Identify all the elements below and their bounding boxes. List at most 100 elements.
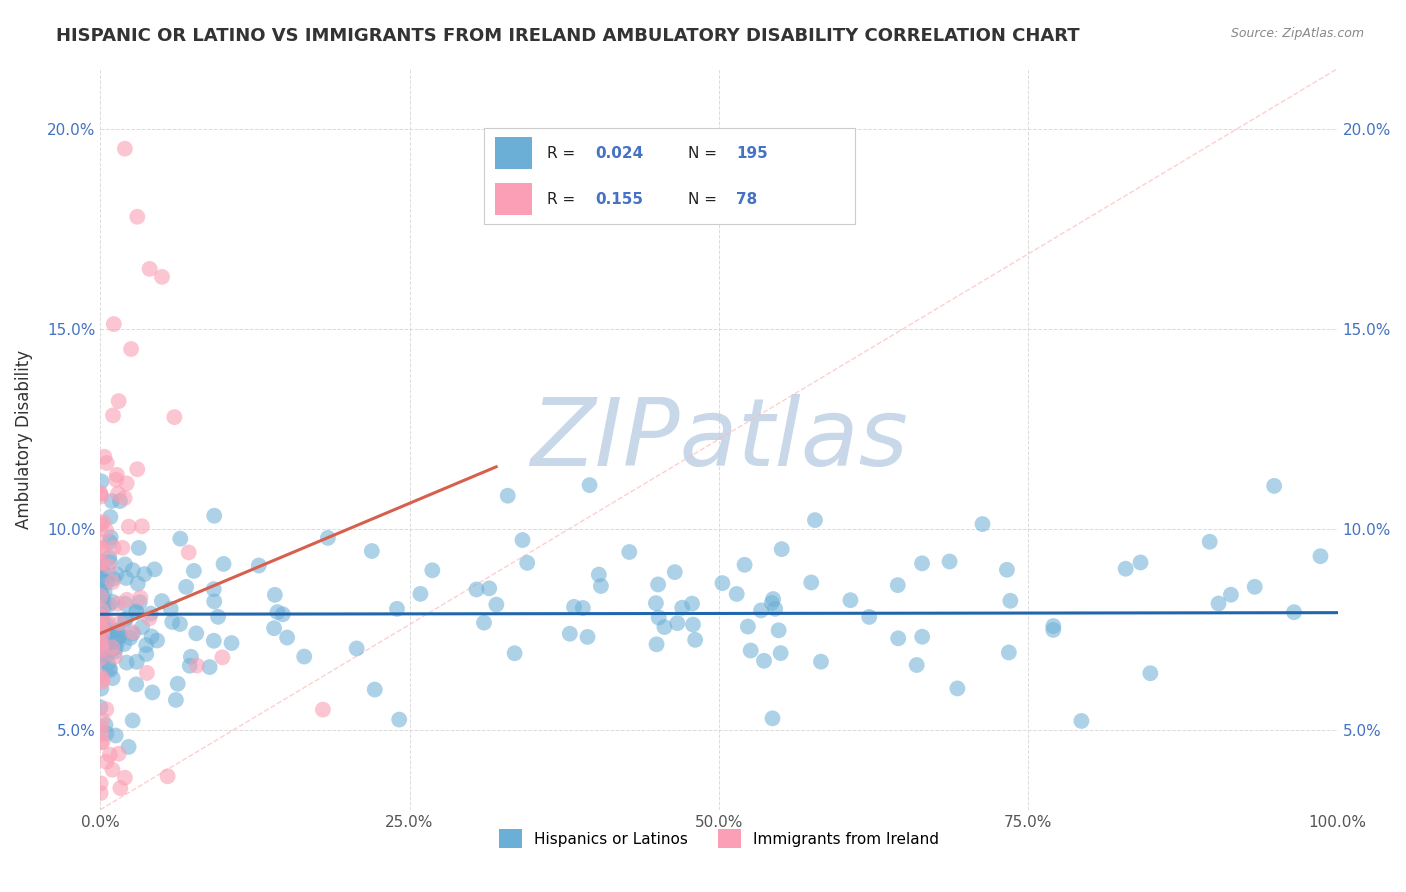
Point	[887, 578, 910, 592]
Point	[90, 607, 112, 621]
Point	[90, 726, 112, 740]
Point	[135, 638, 157, 652]
Point	[211, 650, 233, 665]
Point	[125, 604, 148, 618]
Point	[91, 572, 114, 586]
Point	[654, 620, 676, 634]
Point	[120, 342, 142, 356]
Text: HISPANIC OR LATINO VS IMMIGRANTS FROM IRELAND AMBULATORY DISABILITY CORRELATION : HISPANIC OR LATINO VS IMMIGRANTS FROM IR…	[56, 27, 1080, 45]
Point	[388, 713, 411, 727]
Point	[97, 559, 120, 574]
Point	[90, 590, 112, 604]
Point	[221, 636, 243, 650]
Point	[647, 577, 669, 591]
Point	[711, 576, 734, 591]
Point	[364, 682, 387, 697]
Point	[263, 621, 285, 635]
Point	[94, 625, 117, 640]
Point	[117, 739, 139, 754]
Point	[94, 625, 117, 640]
Point	[465, 582, 488, 597]
Point	[114, 491, 136, 505]
Point	[619, 545, 641, 559]
Point	[115, 476, 138, 491]
Point	[114, 771, 136, 785]
Point	[645, 596, 668, 610]
Point	[804, 513, 827, 527]
Point	[174, 580, 197, 594]
Point	[93, 450, 115, 464]
Point	[512, 533, 534, 547]
Point	[911, 557, 934, 571]
Point	[576, 630, 599, 644]
Point	[1219, 588, 1241, 602]
Point	[166, 677, 188, 691]
Point	[858, 610, 880, 624]
Point	[770, 542, 793, 557]
Point	[276, 631, 298, 645]
Point	[111, 541, 134, 555]
Point	[202, 582, 225, 596]
Point	[169, 617, 191, 632]
Point	[740, 643, 762, 657]
Point	[911, 630, 934, 644]
Point	[186, 626, 208, 640]
Point	[105, 624, 128, 638]
Point	[1198, 534, 1220, 549]
Point	[101, 671, 124, 685]
Point	[120, 631, 142, 645]
Point	[101, 640, 124, 655]
Point	[103, 572, 125, 586]
Point	[90, 603, 112, 617]
Point	[292, 649, 315, 664]
Point	[96, 702, 118, 716]
Point	[90, 554, 112, 568]
Point	[887, 632, 910, 646]
Point	[946, 681, 969, 696]
Point	[183, 564, 205, 578]
Point	[121, 563, 143, 577]
Point	[749, 603, 772, 617]
Point	[118, 519, 141, 533]
Point	[93, 584, 115, 599]
Point	[202, 594, 225, 608]
Point	[114, 558, 136, 572]
Point	[97, 657, 120, 671]
Point	[108, 616, 131, 631]
Point	[98, 663, 121, 677]
Point	[516, 556, 538, 570]
Point	[128, 541, 150, 555]
Point	[112, 637, 135, 651]
Point	[134, 567, 156, 582]
Point	[94, 639, 117, 653]
Point	[90, 786, 112, 800]
Point	[90, 562, 112, 576]
Point	[91, 674, 114, 689]
Point	[385, 602, 408, 616]
Point	[207, 610, 229, 624]
Point	[681, 597, 703, 611]
Point	[101, 643, 124, 657]
Point	[1243, 580, 1265, 594]
Point	[1263, 479, 1285, 493]
Point	[671, 600, 693, 615]
Point	[115, 612, 138, 626]
Point	[89, 667, 111, 681]
Point	[100, 494, 122, 508]
Point	[91, 563, 114, 577]
Point	[90, 630, 112, 644]
Point	[143, 562, 166, 576]
Point	[121, 625, 143, 640]
Point	[198, 660, 221, 674]
Point	[683, 632, 706, 647]
Point	[1115, 562, 1137, 576]
Point	[91, 735, 114, 749]
Point	[150, 594, 173, 608]
Point	[100, 510, 122, 524]
Point	[108, 623, 131, 637]
Point	[94, 718, 117, 732]
Point	[90, 570, 112, 584]
Point	[89, 619, 111, 633]
Point	[97, 615, 120, 630]
Point	[115, 656, 138, 670]
